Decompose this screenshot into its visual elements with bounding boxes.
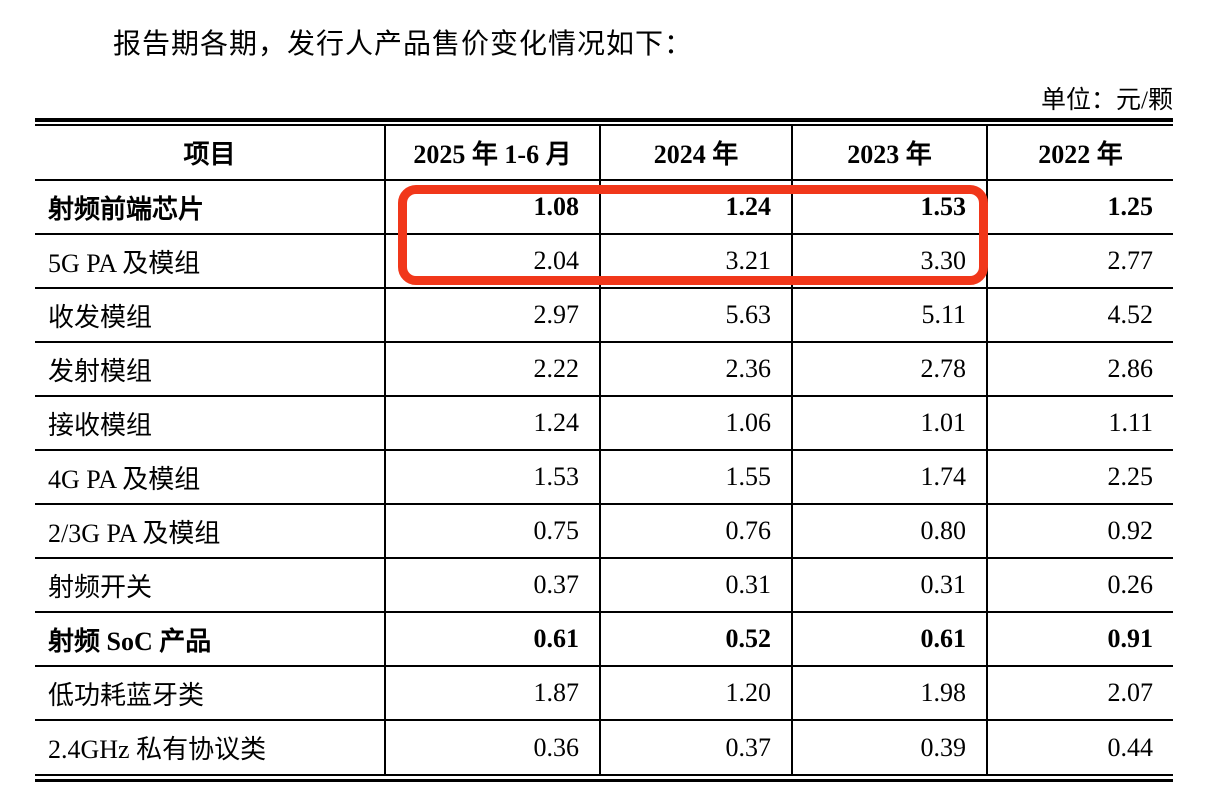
row-value: 0.39 [792,720,988,774]
row-value: 0.36 [385,720,601,774]
table-row: 5G PA 及模组 2.04 3.21 3.30 2.77 [35,234,1173,289]
row-label: 发射模组 [35,342,386,397]
row-value: 2.97 [385,288,601,343]
column-header-item: 项目 [35,126,386,181]
table-row: 射频 SoC 产品 0.61 0.52 0.61 0.91 [35,612,1173,667]
row-value: 1.11 [987,396,1173,451]
row-label: 5G PA 及模组 [35,234,386,289]
row-label: 接收模组 [35,396,386,451]
row-value: 1.24 [600,180,793,235]
row-value: 2.04 [385,234,601,289]
row-label: 射频 SoC 产品 [35,612,386,667]
row-value: 0.75 [385,504,601,559]
row-value: 5.63 [600,288,793,343]
row-value: 0.52 [600,612,793,667]
row-value: 0.37 [600,720,793,774]
row-value: 5.11 [792,288,988,343]
row-value: 1.25 [987,180,1173,235]
row-value: 2.25 [987,450,1173,505]
table-header-row: 项目 2025 年 1-6 月 2024 年 2023 年 2022 年 [35,126,1173,181]
row-value: 1.87 [385,666,601,721]
price-table-body: 射频前端芯片 1.08 1.24 1.53 1.25 5G PA 及模组 2.04 3.21 3… [35,180,1173,774]
row-value: 0.31 [792,558,988,613]
row-label: 收发模组 [35,288,386,343]
row-label: 4G PA 及模组 [35,450,386,505]
row-value: 0.61 [385,612,601,667]
row-value: 2.07 [987,666,1173,721]
price-table: 项目 2025 年 1-6 月 2024 年 2023 年 2022 年 射频前… [35,126,1173,774]
table-row: 射频前端芯片 1.08 1.24 1.53 1.25 [35,180,1173,235]
row-value: 3.21 [600,234,793,289]
row-label: 2.4GHz 私有协议类 [35,720,386,774]
row-value: 0.44 [1107,732,1154,762]
row-value: 2.22 [385,342,601,397]
unit-label: 单位：元/颗 [1041,87,1173,114]
row-value: 1.08 [385,180,601,235]
row-value: 1.24 [385,396,601,451]
price-table-frame: 项目 2025 年 1-6 月 2024 年 2023 年 2022 年 射频前… [35,118,1173,782]
row-label: 2/3G PA 及模组 [35,504,386,559]
row-value: 1.53 [792,180,988,235]
row-value: 3.30 [792,234,988,289]
row-value: 0.76 [600,504,793,559]
table-row: 低功耗蓝牙类 1.87 1.20 1.98 2.07 [35,666,1173,721]
table-row: 接收模组 1.24 1.06 1.01 1.11 [35,396,1173,451]
row-value: 1.53 [385,450,601,505]
intro-text: 报告期各期，发行人产品售价变化情况如下： [113,29,694,60]
row-value: 1.74 [792,450,988,505]
table-row: 2/3G PA 及模组 0.75 0.76 0.80 0.92 [35,504,1173,559]
row-label: 射频开关 [35,558,386,613]
row-label: 射频前端芯片 [35,180,386,235]
row-value: 0.26 [987,558,1173,613]
row-value: 2.77 [987,234,1173,289]
row-value: 0.37 [385,558,601,613]
row-value: 0.91 [987,612,1173,667]
column-header-2023: 2023 年 [792,126,988,181]
column-header-2024: 2024 年 [600,126,793,181]
row-label: 低功耗蓝牙类 [35,666,386,721]
row-value: 2.86 [987,342,1173,397]
row-value: 1.98 [792,666,988,721]
row-value: 0.80 [792,504,988,559]
row-value: 0.61 [792,612,988,667]
row-value: 2.78 [792,342,988,397]
row-value: 2.36 [600,342,793,397]
row-value: 0.92 [987,504,1173,559]
table-row: 射频开关 0.37 0.31 0.31 0.26 [35,558,1173,613]
table-row: 发射模组 2.22 2.36 2.78 2.86 [35,342,1173,397]
row-value: 1.06 [600,396,793,451]
row-value: 4.52 [987,288,1173,343]
row-value: 1.20 [600,666,793,721]
column-header-2022: 2022 年 [987,126,1173,181]
table-row: 4G PA 及模组 1.53 1.55 1.74 2.25 [35,450,1173,505]
column-header-2025h1: 2025 年 1-6 月 [385,126,601,181]
row-value: 1.55 [600,450,793,505]
row-value: 0.31 [600,558,793,613]
table-row: 收发模组 2.97 5.63 5.11 4.52 [35,288,1173,343]
row-value: 1.01 [792,396,988,451]
table-row: 2.4GHz 私有协议类 0.36 0.37 0.39 0.44 [35,720,1173,774]
